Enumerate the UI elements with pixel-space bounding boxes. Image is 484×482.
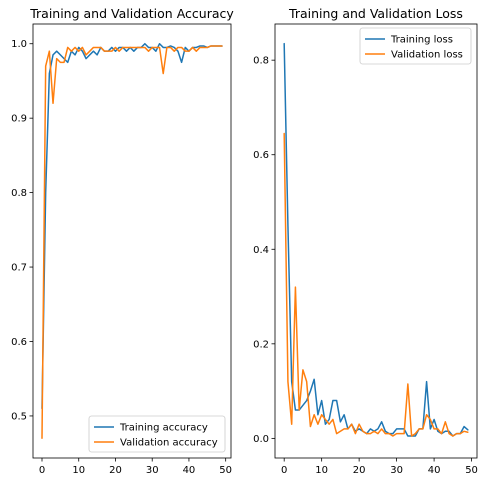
loss-legend: Training loss Validation loss (359, 27, 472, 65)
loss-legend-label-validation: Validation loss (391, 50, 463, 61)
loss-legend-box (359, 27, 472, 65)
loss-x-tick-label: 30 (390, 465, 403, 476)
accuracy-y-tick-label: 0.8 (11, 188, 27, 199)
loss-chart-title: Training and Validation Loss (288, 6, 463, 21)
loss-x-tick-label: 20 (353, 465, 366, 476)
accuracy-chart-title: Training and Validation Accuracy (29, 6, 234, 21)
accuracy-legend-box (88, 415, 226, 453)
loss-plot-frame (274, 23, 478, 459)
loss-x-tick-label: 0 (281, 465, 287, 476)
accuracy-x-tick-label: 50 (219, 465, 232, 476)
accuracy-x-tick-label: 30 (146, 465, 159, 476)
accuracy-y-tick-label: 0.9 (11, 114, 27, 125)
accuracy-y-tick-label: 1.0 (11, 39, 27, 50)
accuracy-y-tick-label: 0.6 (11, 337, 27, 348)
loss-y-tick-label: 0.8 (253, 56, 269, 67)
accuracy-x-tick-label: 0 (39, 465, 45, 476)
accuracy-x-tick-label: 40 (183, 465, 196, 476)
loss-x-tick-label: 50 (465, 465, 478, 476)
accuracy-series-validation-line (41, 45, 223, 440)
accuracy-y-tick-label: 0.5 (11, 411, 27, 422)
loss-x-tick-label: 10 (315, 465, 328, 476)
accuracy-series-training-line (41, 42, 223, 410)
loss-legend-label-training: Training loss (390, 35, 453, 46)
accuracy-x-tick-label: 20 (109, 465, 122, 476)
loss-y-tick-label: 0.0 (253, 434, 269, 445)
accuracy-legend-label-training: Training accuracy (119, 423, 208, 434)
loss-series-training-line (283, 42, 469, 437)
accuracy-chart: Training and Validation Accuracy 0 10 20 30… (11, 6, 234, 476)
accuracy-legend-label-validation: Validation accuracy (120, 438, 218, 449)
loss-chart: Training and Validation Loss 0 10 20 30 40 50… (253, 6, 478, 476)
loss-series-validation-line (283, 132, 469, 437)
accuracy-legend: Training accuracy Validation accuracy (88, 415, 226, 453)
loss-x-tick-label: 40 (428, 465, 441, 476)
loss-y-tick-label: 0.6 (253, 150, 269, 161)
accuracy-x-tick-label: 10 (72, 465, 85, 476)
loss-y-tick-label: 0.4 (253, 245, 269, 256)
accuracy-y-tick-label: 0.7 (11, 263, 27, 274)
accuracy-plot-frame (32, 23, 232, 459)
loss-y-tick-label: 0.2 (253, 339, 269, 350)
